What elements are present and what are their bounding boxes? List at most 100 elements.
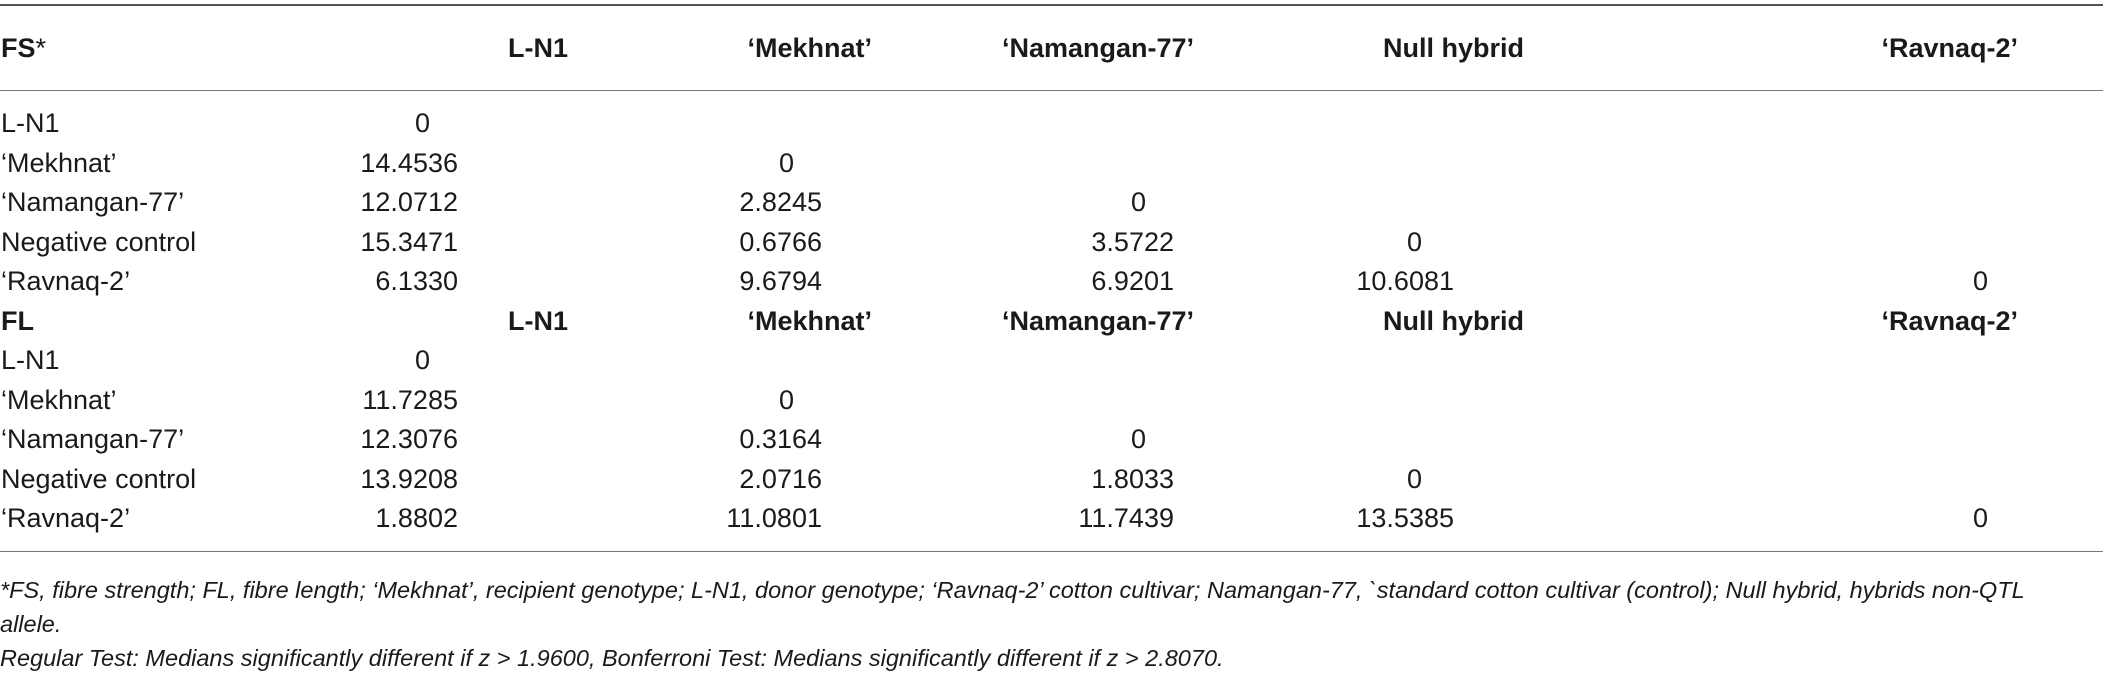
table-cell: 0 (778, 384, 794, 415)
table-cell: 0 (1130, 187, 1146, 218)
spacer-cell (300, 91, 610, 105)
table-row: Negative control 15.3471 0.6766 3.5722 0 (0, 223, 2103, 263)
section-header-row: FL L-N1 ‘Mekhnat’ ‘Namangan-77’ Null hybrid ‘… (0, 302, 2103, 342)
spacer-cell (610, 91, 942, 105)
table-cell (1694, 460, 2103, 500)
table-cell: 0 (778, 147, 794, 178)
table-cell (1694, 341, 2103, 381)
table-row: L-N1 0 (0, 104, 2103, 144)
table-cell (1694, 223, 2103, 263)
column-header: L-N1 (508, 305, 568, 336)
bottom-rule-cell (0, 538, 300, 552)
table-row: ‘Mekhnat’ 11.7285 0 (0, 381, 2103, 421)
footnotes: *FS, fibre strength; FL, fibre length; ‘… (0, 573, 2060, 675)
spacer-cell (1274, 91, 1694, 105)
bottom-rule-cell (942, 538, 1274, 552)
table-row: ‘Mekhnat’ 14.4536 0 (0, 144, 2103, 184)
table-cell: 14.4536 (360, 147, 458, 178)
bottom-rule-cell (610, 538, 942, 552)
table-cell: 11.7439 (1078, 503, 1174, 534)
table-cell: 0.3164 (739, 424, 822, 455)
column-header: ‘Ravnaq-2’ (1694, 4, 2103, 91)
table-cell: 2.0716 (739, 463, 822, 494)
row-label: ‘Namangan-77’ (1, 424, 185, 455)
bottom-rule-cell (1694, 538, 2103, 552)
footnote-abbreviations: *FS, fibre strength; FL, fibre length; ‘… (0, 577, 2025, 637)
table-cell: 0 (1406, 463, 1422, 494)
table-cell (1274, 341, 1694, 381)
spacer-cell (1694, 91, 2103, 105)
section-label-text: FL (1, 305, 34, 336)
table-cell: 6.1330 (375, 266, 458, 297)
table-cell: 0 (414, 108, 430, 139)
table-cell (1274, 420, 1694, 460)
table-cell (942, 144, 1274, 184)
column-header: ‘Mekhnat’ (610, 4, 942, 91)
table-row: Negative control 13.9208 2.0716 1.8033 0 (0, 460, 2103, 500)
bottom-rule-row (0, 538, 2103, 552)
table-cell (1694, 144, 2103, 184)
table-cell (942, 104, 1274, 144)
table-cell (1274, 104, 1694, 144)
comparison-table: FS* L-N1 ‘Mekhnat’ ‘Namangan-77’ Null hybrid… (0, 4, 2103, 552)
table-cell (942, 341, 1274, 381)
column-header: ‘Namangan-77’ (942, 4, 1274, 91)
table-cell (1694, 104, 2103, 144)
row-label: ‘Mekhnat’ (1, 147, 117, 178)
table-cell (610, 104, 942, 144)
column-header: Null hybrid (1383, 305, 1524, 336)
table-cell: 2.8245 (739, 187, 822, 218)
row-label: Negative control (1, 463, 197, 494)
row-label: ‘Ravnaq-2’ (1, 503, 131, 534)
table-cell: 12.0712 (360, 187, 458, 218)
table-cell: 15.3471 (360, 226, 458, 257)
table-body: FS* L-N1 ‘Mekhnat’ ‘Namangan-77’ Null hybrid… (0, 4, 2103, 552)
row-label: L-N1 (1, 108, 60, 139)
table-row: L-N1 0 (0, 341, 2103, 381)
column-header: ‘Ravnaq-2’ (1881, 305, 2018, 336)
spacer-cell (942, 91, 1274, 105)
footnote-mark: * (35, 32, 47, 63)
row-label: ‘Ravnaq-2’ (1, 266, 131, 297)
table-row: ‘Namangan-77’ 12.0712 2.8245 0 (0, 183, 2103, 223)
table-cell: 11.7285 (362, 384, 458, 415)
table-cell: 0 (1406, 226, 1422, 257)
spacer-cell (0, 91, 300, 105)
table-cell (1694, 183, 2103, 223)
table-cell: 0 (1972, 503, 1988, 534)
table-row: ‘Namangan-77’ 12.3076 0.3164 0 (0, 420, 2103, 460)
table-cell (1274, 183, 1694, 223)
table-cell: 0.6766 (739, 226, 822, 257)
table-cell: 0 (1972, 266, 1988, 297)
column-header: Null hybrid (1274, 4, 1694, 91)
table-cell: 13.5385 (1356, 503, 1454, 534)
table-cell: 0 (414, 345, 430, 376)
footnote-tests: Regular Test: Medians significantly diff… (0, 645, 1224, 671)
table-row: ‘Ravnaq-2’ 6.1330 9.6794 6.9201 10.6081 0 (0, 262, 2103, 302)
section-header-row: FS* L-N1 ‘Mekhnat’ ‘Namangan-77’ Null hybrid… (0, 4, 2103, 91)
table-cell: 10.6081 (1356, 266, 1454, 297)
table-cell: 1.8802 (375, 503, 458, 534)
table-cell (1694, 381, 2103, 421)
row-label: ‘Mekhnat’ (1, 384, 117, 415)
table-cell (1274, 144, 1694, 184)
table-cell: 1.8033 (1091, 463, 1174, 494)
table-cell (942, 381, 1274, 421)
column-header: ‘Mekhnat’ (747, 305, 872, 336)
bottom-rule-cell (1274, 538, 1694, 552)
section-label: FS* (0, 4, 300, 91)
table-cell (610, 341, 942, 381)
table-cell: 0 (1130, 424, 1146, 455)
table-cell: 11.0801 (726, 503, 822, 534)
table-cell: 3.5722 (1091, 226, 1174, 257)
column-header: ‘Namangan-77’ (1001, 305, 1194, 336)
table-cell: 9.6794 (739, 266, 822, 297)
column-header: L-N1 (300, 4, 610, 91)
table-cell (1274, 381, 1694, 421)
section-label-text: FS (1, 32, 36, 63)
row-label: Negative control (1, 226, 197, 257)
row-label: ‘Namangan-77’ (1, 187, 185, 218)
table-cell: 13.9208 (360, 463, 458, 494)
table-cell (1694, 420, 2103, 460)
table-cell: 6.9201 (1091, 266, 1174, 297)
